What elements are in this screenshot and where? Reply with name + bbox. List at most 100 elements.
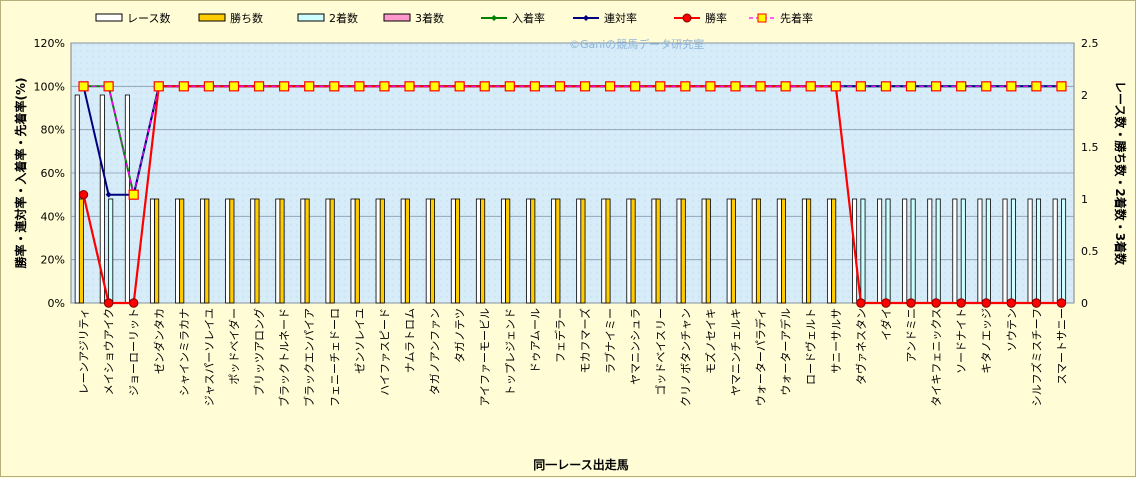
bar-races [275, 198, 281, 304]
bar-wins [630, 198, 636, 304]
win-rate-point [1031, 298, 1042, 308]
legend-label: 連対率 [604, 11, 637, 25]
legend-label: レース数 [127, 12, 170, 25]
bar-races [576, 198, 582, 304]
legend-item: 勝率 [674, 11, 727, 25]
bar-races [400, 198, 406, 304]
x-tick-label: キタノエッジ [980, 308, 993, 374]
legend-swatch [95, 13, 123, 22]
x-tick-label: イダイ [879, 308, 893, 341]
bar-wins [304, 198, 310, 304]
x-tick-label: ソードナイト [955, 308, 968, 374]
bar-races [175, 198, 181, 304]
bar-races [826, 198, 832, 304]
y-axis-left-title: 勝率・連対率・入着率・先着率(%) [13, 78, 28, 269]
x-tick-label: タヴァネスタン [854, 308, 868, 385]
ahead-rate-point [880, 81, 892, 92]
win-rate-point [981, 298, 991, 308]
y-right-tick-label: 1 [1081, 193, 1088, 206]
bar-races [651, 198, 657, 304]
bar-races [877, 198, 883, 304]
ahead-rate-point [228, 81, 240, 92]
legend-item: 2着数 [297, 11, 358, 25]
bar-races [74, 94, 80, 304]
legend-marker [682, 13, 692, 23]
legend-item: 連対率 [573, 11, 637, 25]
bar-wins [655, 198, 661, 304]
bar-wins [530, 198, 536, 304]
axes: 0% 20% 40% 60% 80% 100% 120% 0 0.5 1 1.5 2 2.5 レーンアジリ… [34, 37, 1099, 407]
bar-wins [204, 198, 210, 304]
x-tick-label: ポッドベイダー [227, 308, 241, 385]
ahead-rate-point [1056, 81, 1067, 92]
bar-races [325, 198, 331, 304]
y-right-tick-label: 2 [1081, 89, 1088, 102]
x-tick-label: クリノボタンチャン [679, 308, 692, 407]
bar-races [751, 198, 757, 304]
y-left-tick-label: 120% [34, 37, 65, 50]
legend-label: 勝ち数 [230, 11, 263, 25]
legend-marker [757, 13, 767, 23]
ahead-rate-point [680, 81, 691, 92]
bar-races [425, 198, 431, 304]
x-tick-label: ゴッドベイスリー [653, 308, 667, 396]
bar-races [927, 198, 933, 304]
bar-seconds [1035, 198, 1041, 304]
ahead-rate-point [103, 81, 114, 92]
legend-swatch [198, 13, 226, 22]
x-tick-label: ゼンソレイユ [353, 308, 366, 374]
legend-item: 入着率 [481, 11, 545, 25]
x-tick-label: ウォーターアデル [779, 308, 793, 396]
bar-wins [806, 198, 812, 304]
line-ahead-rate [83, 85, 1062, 195]
bar-races [450, 198, 456, 304]
x-tick-label: アイファーモービル [479, 308, 492, 406]
win-rate-point [931, 298, 941, 308]
legend-item: レース数 [95, 12, 170, 25]
x-tick-label: タイキフェニックス [930, 308, 943, 407]
ahead-rate-point [579, 81, 591, 92]
ahead-rate-point [605, 81, 616, 92]
ahead-rate-point [153, 81, 164, 92]
bar-races [501, 198, 507, 304]
x-tick-label: ウォーターパラディ [754, 308, 768, 406]
bar-races [225, 198, 231, 304]
bar-races [526, 198, 532, 304]
x-tick-label: ヤマニンシュラ [629, 308, 642, 385]
bar-seconds [108, 198, 114, 304]
bar-wins [329, 198, 335, 304]
x-tick-label: ブリッツアロング [252, 308, 266, 396]
y-right-tick-label: 2.5 [1081, 37, 1099, 50]
ahead-rate-point [178, 81, 189, 92]
legend-swatch [383, 13, 411, 22]
bar-seconds [860, 198, 866, 304]
ahead-rate-point [830, 81, 841, 92]
x-tick-label: メイショウアイク [103, 308, 116, 395]
win-rate-point [1056, 298, 1067, 308]
bar-wins [229, 198, 235, 304]
ahead-rate-point [855, 81, 866, 92]
ahead-rate-point [705, 81, 716, 92]
bar-races [1027, 198, 1033, 304]
x-tick-label: ジョーローリット [128, 308, 141, 396]
bar-races [776, 198, 782, 304]
legend-marker [583, 15, 589, 21]
bar-races [977, 198, 983, 304]
legend-item: 3着数 [383, 11, 444, 25]
bar-wins [580, 198, 586, 304]
bar-races [375, 198, 381, 304]
ahead-rate-point [329, 81, 340, 92]
x-tick-label: アンドミニ [905, 308, 918, 363]
legend-item: 勝ち数 [198, 11, 263, 25]
win-rate-point [128, 298, 139, 308]
bar-wins [179, 198, 185, 304]
x-tick-label: モカフマーズ [578, 308, 592, 373]
y-right-tick-label: 0.5 [1081, 245, 1099, 258]
ahead-rate-point [805, 81, 816, 92]
ahead-rate-point [379, 81, 390, 92]
legend-swatch [297, 13, 325, 22]
bar-wins [78, 198, 84, 304]
line-top2-rate-point [105, 191, 112, 198]
ahead-rate-point [203, 81, 215, 92]
